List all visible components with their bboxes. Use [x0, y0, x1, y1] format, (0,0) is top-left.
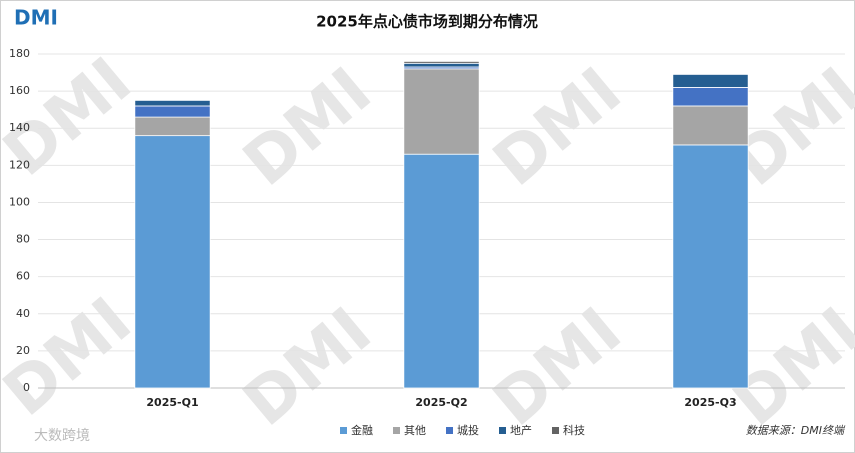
logo: DMI — [14, 6, 58, 30]
bar-segment — [672, 87, 749, 107]
bottom-logo: 大数跨境 — [34, 428, 90, 444]
y-tick-label: 0 — [23, 381, 30, 394]
x-tick-label: 2025-Q3 — [684, 396, 736, 409]
y-tick-label: 120 — [9, 158, 30, 171]
legend-swatch — [340, 427, 347, 434]
y-tick-label: 60 — [16, 270, 30, 283]
bar-segment — [134, 105, 211, 118]
bar-segment — [403, 153, 480, 389]
x-tick-label: 2025-Q2 — [415, 396, 467, 409]
y-tick-label: 160 — [9, 84, 30, 97]
legend-label: 地产 — [510, 423, 532, 437]
legend-swatch — [393, 427, 400, 434]
legend-swatch — [499, 427, 506, 434]
bar-segment — [134, 135, 211, 389]
chart-title: 2025年点心债市场到期分布情况 — [316, 13, 538, 31]
x-tick-label: 2025-Q1 — [146, 396, 198, 409]
y-tick-label: 20 — [16, 344, 30, 357]
y-tick-label: 180 — [9, 47, 30, 60]
bar-segment — [672, 144, 749, 389]
bar-segment — [672, 105, 749, 146]
y-tick-label: 100 — [9, 195, 30, 208]
legend-label: 其他 — [404, 424, 426, 437]
bar-segment — [672, 74, 749, 88]
legend-label: 金融 — [351, 423, 373, 437]
legend-swatch — [552, 427, 559, 434]
legend-label: 城投 — [457, 423, 479, 437]
bar-segment — [134, 116, 211, 137]
y-tick-label: 80 — [16, 233, 30, 246]
bar-segment — [403, 68, 480, 155]
legend-swatch — [446, 427, 453, 434]
y-tick-label: 40 — [16, 307, 30, 320]
bar-segment — [403, 61, 480, 64]
bar-segment — [403, 62, 480, 68]
legend-label: 科技 — [563, 423, 585, 437]
bar-segment — [134, 99, 211, 107]
source: 数据来源：DMI终端 — [746, 424, 846, 437]
y-tick-label: 140 — [9, 121, 30, 134]
